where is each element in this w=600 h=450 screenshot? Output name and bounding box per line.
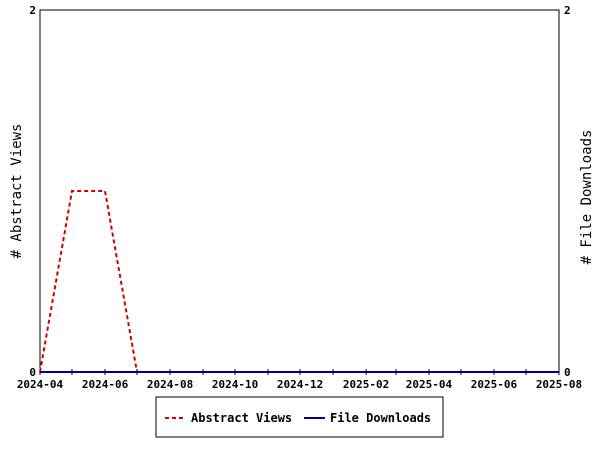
y-left-axis-title: # Abstract Views — [9, 124, 25, 259]
x-tick-label: 2024-04 — [17, 378, 64, 391]
x-tick-label: 2024-10 — [212, 378, 258, 391]
x-tick-label: 2024-08 — [147, 378, 193, 391]
y-right-axis-title: # File Downloads — [579, 130, 595, 265]
x-tick-label: 2024-06 — [82, 378, 129, 391]
y-left-tick-bottom: 0 — [29, 366, 36, 379]
x-tick-label: 2025-02 — [343, 378, 389, 391]
legend-label-file-downloads: File Downloads — [330, 411, 431, 425]
y-left-tick-top: 2 — [29, 4, 36, 17]
x-tick-label: 2024-12 — [277, 378, 323, 391]
x-tick-label: 2025-04 — [406, 378, 453, 391]
legend-label-abstract-views: Abstract Views — [191, 411, 292, 425]
y-right-tick-bottom: 0 — [564, 366, 571, 379]
y-right-tick-top: 2 — [564, 4, 571, 17]
legend-box — [155, 396, 444, 438]
plot-area — [39, 9, 560, 373]
x-tick-label: 2025-06 — [471, 378, 518, 391]
x-tick-label: 2025-08 — [536, 378, 582, 391]
